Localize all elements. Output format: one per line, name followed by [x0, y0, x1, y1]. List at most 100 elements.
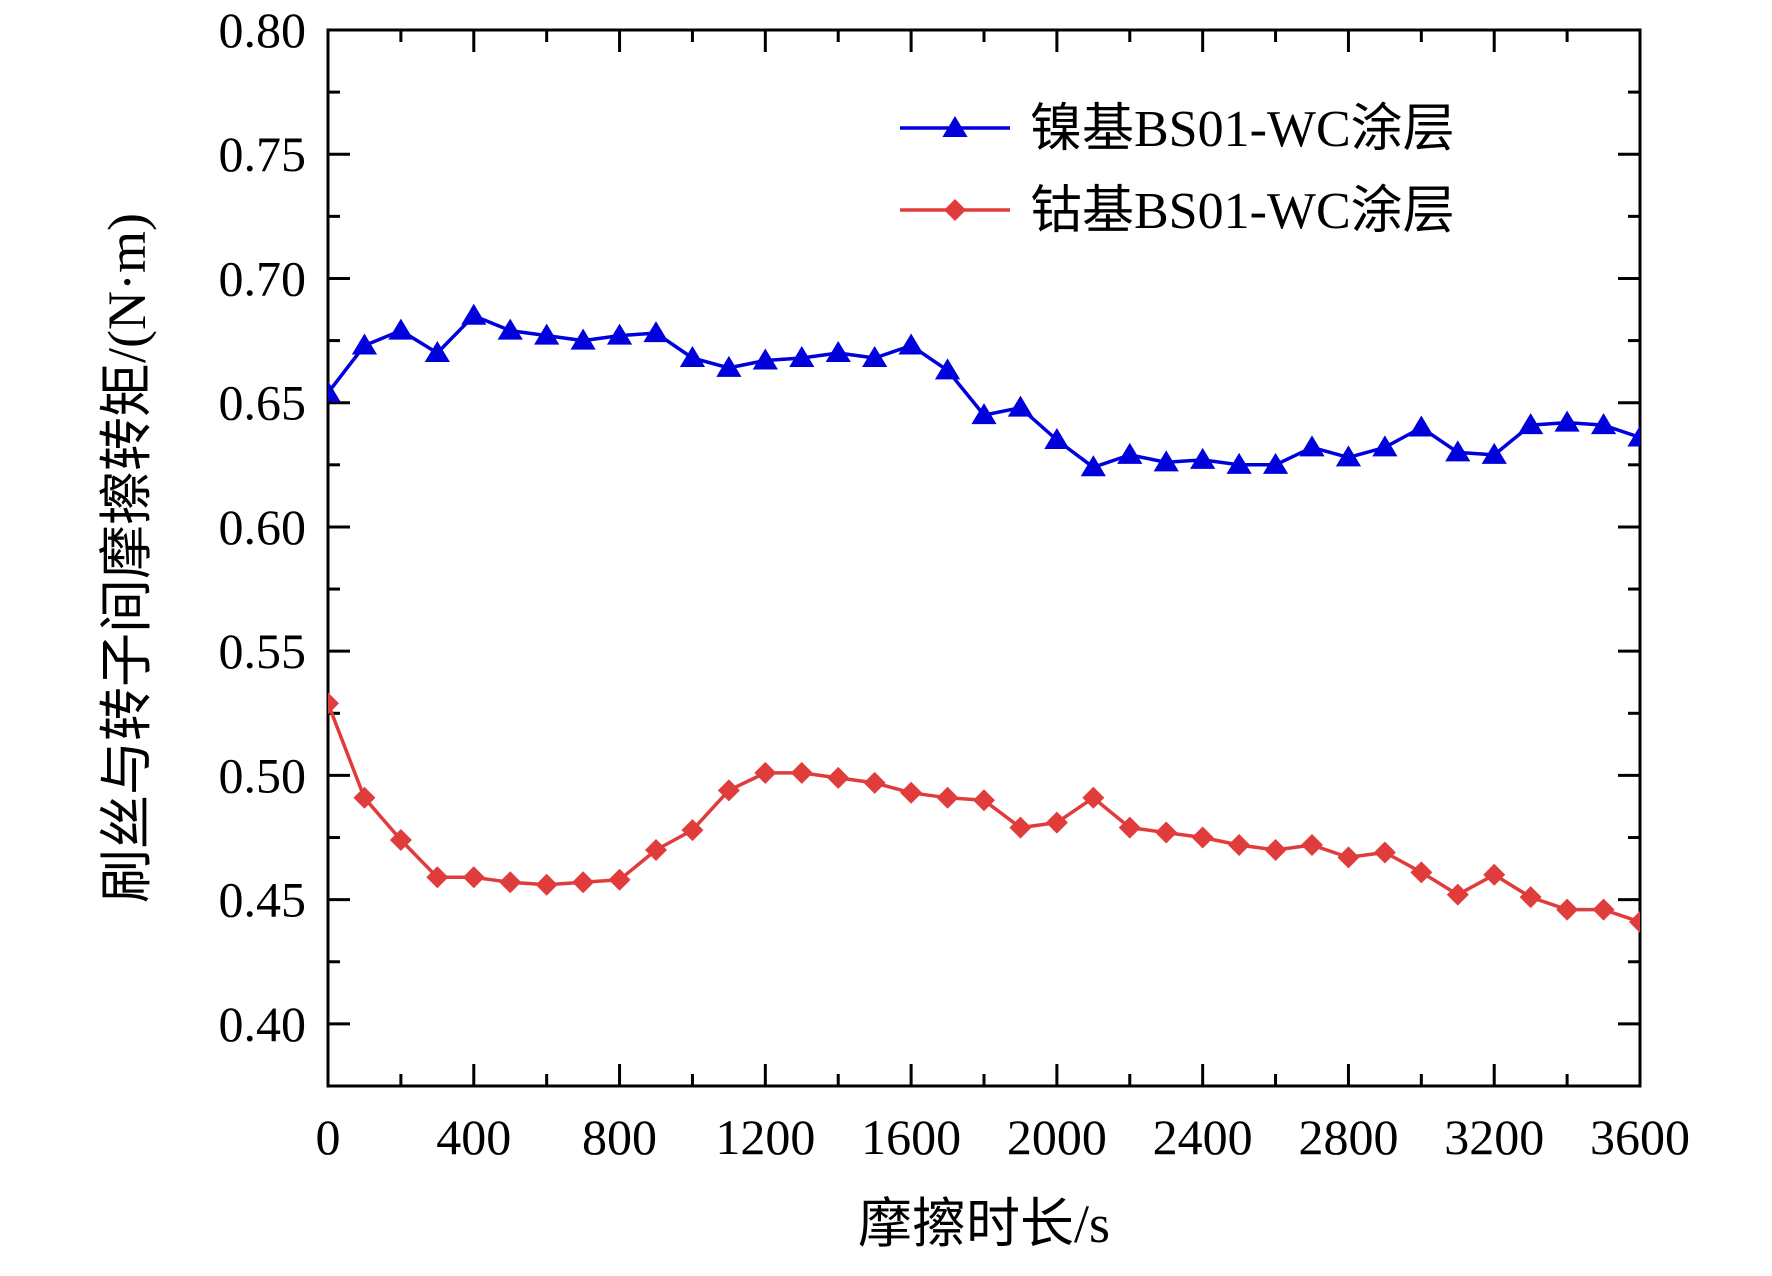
data-point [789, 345, 815, 367]
y-tick-label: 0.45 [219, 872, 307, 928]
data-point [461, 303, 487, 325]
data-point [1446, 883, 1469, 906]
series-line [328, 702, 1640, 924]
data-point [1627, 425, 1640, 447]
y-tick-label: 0.80 [219, 2, 307, 58]
x-tick-label: 400 [436, 1109, 511, 1165]
data-point [1118, 816, 1141, 839]
series-2 [328, 692, 1640, 934]
data-point [1045, 811, 1068, 834]
series-line [328, 313, 1640, 470]
data-point [1373, 841, 1396, 864]
data-point [1445, 440, 1471, 462]
data-point [328, 380, 341, 402]
data-point [679, 345, 706, 367]
data-point [934, 358, 961, 380]
data-point [1007, 395, 1034, 417]
legend-marker [942, 116, 968, 137]
data-point [1554, 410, 1580, 432]
x-tick-label: 1200 [715, 1109, 815, 1165]
data-point [1009, 816, 1032, 839]
data-point [570, 328, 596, 350]
data-point [1590, 413, 1617, 435]
data-point [497, 318, 523, 340]
data-point [353, 786, 376, 809]
data-point [1190, 447, 1216, 469]
data-point [1483, 863, 1506, 886]
data-point [535, 873, 558, 896]
data-point [1191, 826, 1214, 849]
data-point [681, 819, 704, 842]
data-point [608, 868, 631, 891]
data-point [827, 766, 850, 789]
data-point [643, 321, 669, 343]
y-tick-label: 0.60 [219, 499, 307, 555]
data-point [752, 348, 778, 370]
y-tick-label: 0.40 [219, 996, 307, 1052]
data-point [1044, 427, 1070, 449]
y-tick-label: 0.50 [219, 747, 307, 803]
data-point [971, 403, 997, 425]
data-point [825, 341, 851, 363]
data-point [1337, 846, 1360, 869]
y-axis-title: 刷丝与转子间摩擦转矩/(N·m) [97, 213, 157, 903]
data-point [1153, 450, 1179, 472]
data-point [426, 866, 449, 889]
data-point [572, 871, 595, 894]
data-point [1519, 886, 1542, 909]
data-point [1518, 413, 1544, 435]
data-point [328, 692, 339, 715]
data-point [389, 829, 412, 852]
data-point [1080, 455, 1106, 477]
data-point [424, 341, 450, 363]
series-group [328, 303, 1640, 934]
data-point [973, 789, 995, 812]
data-point [499, 871, 522, 894]
data-point [790, 761, 813, 784]
data-point [754, 761, 777, 784]
data-point [1082, 786, 1105, 809]
x-tick-label: 2400 [1153, 1109, 1253, 1165]
data-point [898, 333, 924, 355]
data-point [862, 345, 888, 367]
data-point [900, 781, 923, 804]
legend-marker [944, 199, 966, 221]
ticks-group: 0 400 800 1200 1600 2000 2400 2800 3200 3600 0.40 0… [219, 2, 1691, 1165]
data-point [462, 866, 485, 889]
x-tick-label: 800 [582, 1109, 657, 1165]
data-point [388, 318, 414, 340]
data-point [717, 779, 740, 802]
data-point [1592, 898, 1615, 921]
x-tick-label: 0 [316, 1109, 341, 1165]
data-point [1117, 442, 1143, 464]
legend-label: 钴基BS01-WC涂层 [1030, 183, 1455, 240]
data-point [1556, 898, 1579, 921]
data-point [1264, 838, 1287, 861]
x-tick-label: 3600 [1590, 1109, 1690, 1165]
data-point [1299, 435, 1325, 457]
data-point [534, 323, 560, 345]
data-point [1410, 861, 1433, 884]
x-tick-label: 2000 [1007, 1109, 1107, 1165]
x-tick-label: 1600 [861, 1109, 961, 1165]
y-tick-label: 0.75 [219, 126, 307, 182]
data-point [863, 771, 886, 794]
data-point [1481, 442, 1507, 464]
legend-label: 镍基BS01-WC涂层 [1030, 101, 1455, 158]
y-tick-label: 0.65 [219, 375, 307, 431]
data-point [936, 786, 959, 809]
data-point [1408, 415, 1434, 437]
x-axis-title: 摩擦时长/s [858, 1194, 1110, 1254]
data-point [1301, 833, 1323, 856]
data-point [1155, 821, 1178, 844]
data-point [1372, 435, 1398, 457]
data-point [1335, 445, 1362, 467]
data-point [1262, 452, 1289, 474]
y-tick-label: 0.70 [219, 250, 307, 306]
y-tick-label: 0.55 [219, 623, 307, 679]
x-tick-label: 3200 [1444, 1109, 1544, 1165]
data-point [1228, 833, 1251, 856]
x-tick-label: 2800 [1298, 1109, 1398, 1165]
